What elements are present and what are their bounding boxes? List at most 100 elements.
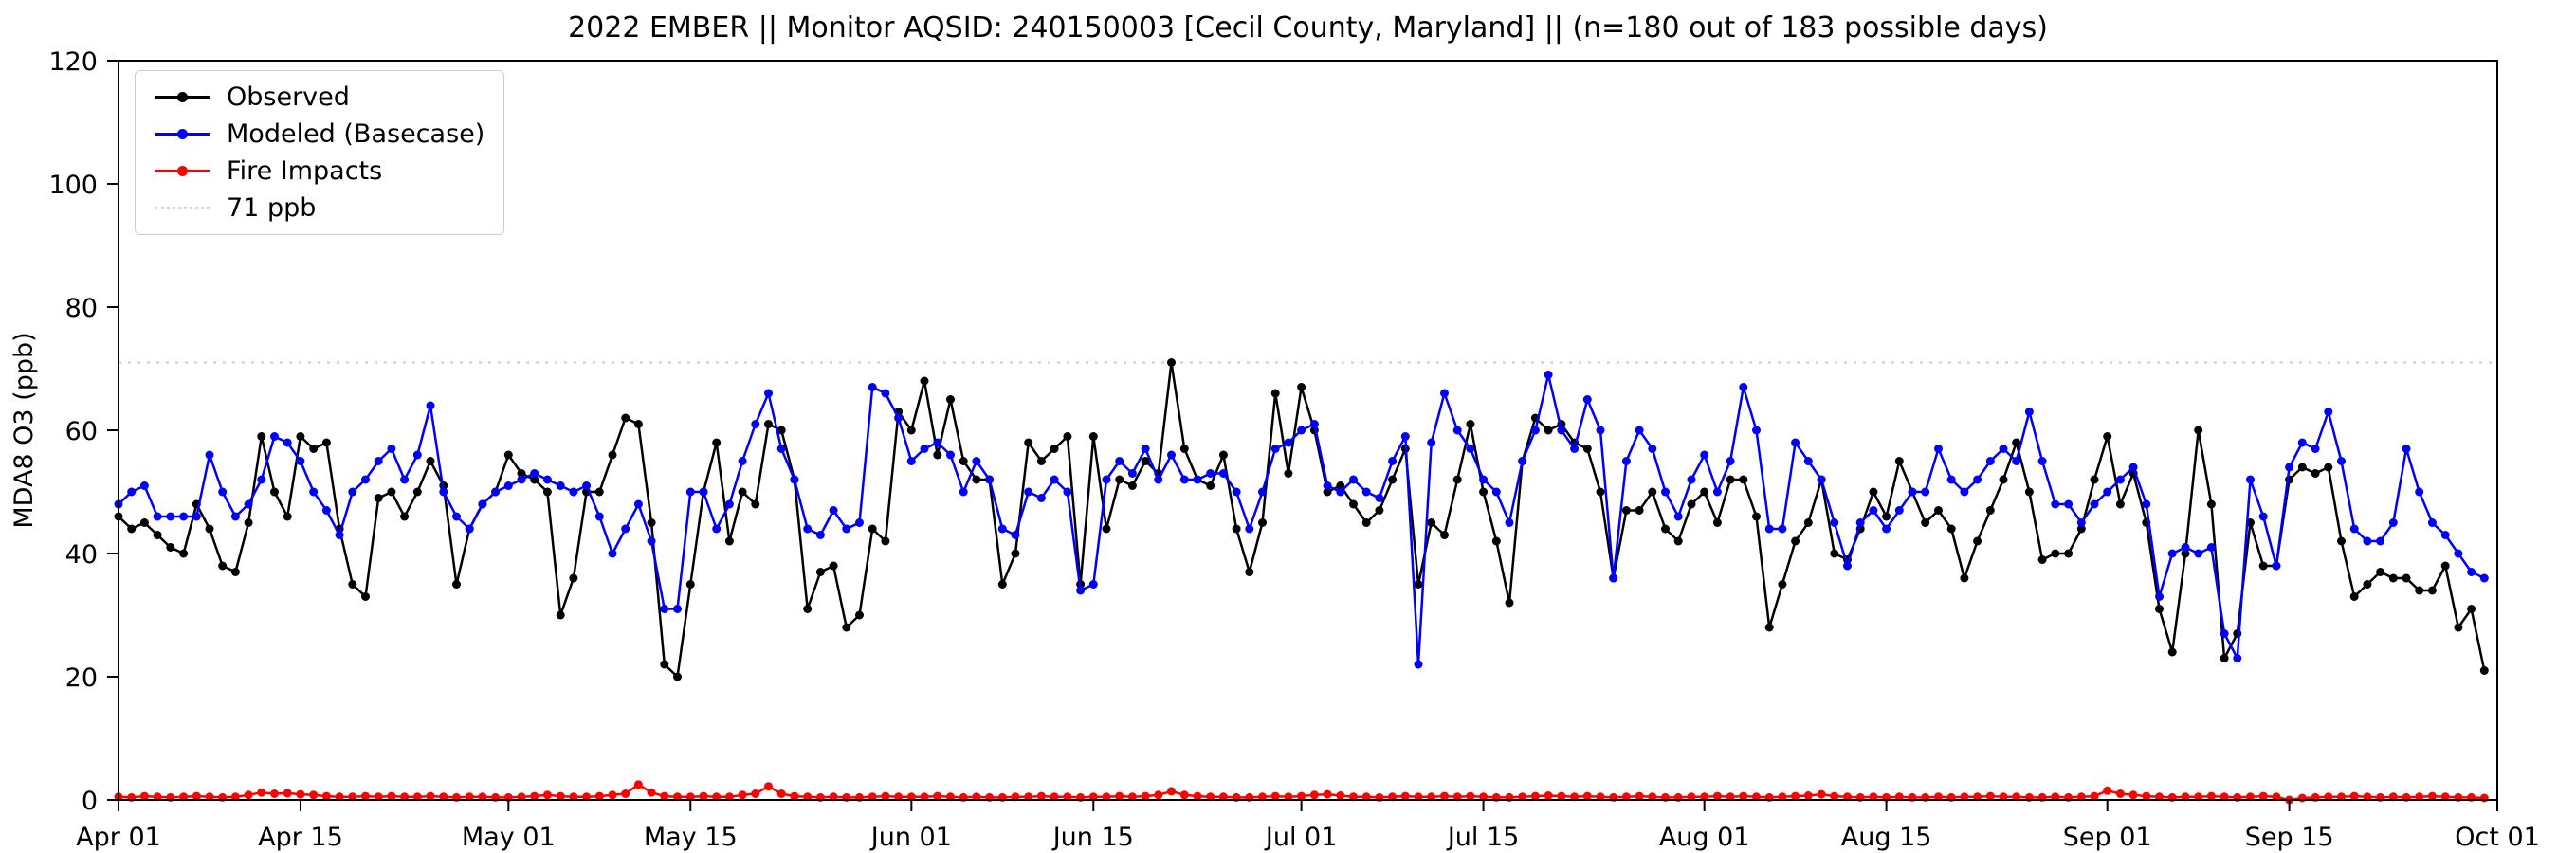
series-marker-modeled-basecase xyxy=(2142,499,2151,509)
series-marker-observed xyxy=(1491,536,1501,546)
series-marker-observed xyxy=(2402,573,2411,583)
series-marker-modeled-basecase xyxy=(855,518,864,527)
series-marker-modeled-basecase xyxy=(2467,568,2476,576)
series-marker-modeled-basecase xyxy=(2037,457,2047,465)
series-marker-observed xyxy=(2076,524,2086,534)
series-marker-observed xyxy=(920,376,929,386)
series-marker-fire-impacts xyxy=(1154,790,1163,800)
series-marker-modeled-basecase xyxy=(1635,426,1644,435)
legend-marker-dot xyxy=(177,128,188,139)
series-marker-modeled-basecase xyxy=(959,487,968,497)
series-marker-modeled-basecase xyxy=(2454,549,2463,558)
series-marker-observed xyxy=(530,475,539,484)
x-tick-label: Jul 01 xyxy=(1264,823,1338,852)
series-marker-fire-impacts xyxy=(933,791,942,801)
series-marker-modeled-basecase xyxy=(1700,450,1709,460)
series-marker-fire-impacts xyxy=(426,791,435,801)
series-marker-fire-impacts xyxy=(2103,786,2112,795)
series-marker-observed xyxy=(139,518,149,527)
series-marker-observed xyxy=(946,395,955,404)
series-marker-observed xyxy=(1232,524,1241,534)
series-marker-modeled-basecase xyxy=(2297,438,2307,447)
series-marker-observed xyxy=(517,469,526,478)
series-marker-modeled-basecase xyxy=(503,481,513,490)
series-marker-fire-impacts xyxy=(1739,791,1748,801)
series-marker-fire-impacts xyxy=(608,790,617,800)
series-marker-observed xyxy=(2037,555,2047,564)
series-marker-modeled-basecase xyxy=(594,512,604,521)
series-marker-modeled-basecase xyxy=(2024,408,2034,416)
series-marker-observed xyxy=(569,573,578,583)
series-marker-modeled-basecase xyxy=(1452,426,1462,435)
series-marker-fire-impacts xyxy=(1712,791,1722,801)
series-marker-observed xyxy=(2427,586,2437,595)
series-marker-modeled-basecase xyxy=(321,506,331,515)
series-marker-observed xyxy=(452,580,461,589)
series-marker-modeled-basecase xyxy=(270,432,279,441)
series-marker-modeled-basecase xyxy=(166,512,175,521)
series-marker-fire-impacts xyxy=(660,791,669,801)
series-marker-modeled-basecase xyxy=(1582,395,1592,404)
series-marker-modeled-basecase xyxy=(2258,512,2268,521)
x-tick-label: Jun 15 xyxy=(1051,823,1134,852)
series-marker-modeled-basecase xyxy=(1648,445,1657,453)
series-marker-modeled-basecase xyxy=(1102,475,1111,484)
series-marker-observed xyxy=(972,475,981,484)
series-marker-modeled-basecase xyxy=(1036,494,1046,502)
x-tick-label: Sep 15 xyxy=(2245,823,2334,852)
series-marker-observed xyxy=(542,487,552,497)
series-marker-observed xyxy=(1673,536,1683,546)
series-marker-observed xyxy=(1050,445,1059,453)
series-marker-fire-impacts xyxy=(321,791,331,801)
series-marker-fire-impacts xyxy=(764,782,773,791)
series-marker-observed xyxy=(2115,499,2125,509)
series-marker-observed xyxy=(1361,518,1371,527)
series-marker-modeled-basecase xyxy=(1088,580,1098,589)
series-marker-modeled-basecase xyxy=(1621,457,1631,465)
series-marker-observed xyxy=(2155,605,2164,613)
series-marker-modeled-basecase xyxy=(2115,475,2125,484)
series-marker-observed xyxy=(1323,487,1332,497)
series-marker-fire-impacts xyxy=(647,788,656,797)
series-marker-observed xyxy=(426,457,435,465)
series-marker-fire-impacts xyxy=(2115,789,2125,798)
series-marker-modeled-basecase xyxy=(127,487,137,497)
series-marker-observed xyxy=(829,561,838,571)
series-marker-modeled-basecase xyxy=(1817,475,1826,484)
x-tick-label: Jul 15 xyxy=(1446,823,1520,852)
series-marker-modeled-basecase xyxy=(192,512,201,521)
series-marker-observed xyxy=(361,592,370,601)
series-marker-modeled-basecase xyxy=(2233,654,2242,662)
series-marker-modeled-basecase xyxy=(218,487,228,497)
series-marker-modeled-basecase xyxy=(1440,389,1449,398)
series-marker-modeled-basecase xyxy=(1270,445,1280,453)
series-marker-modeled-basecase xyxy=(2427,518,2437,527)
series-marker-observed xyxy=(1726,475,1735,484)
series-marker-fire-impacts xyxy=(2297,793,2307,803)
series-marker-observed xyxy=(933,450,942,460)
legend-marker-dot xyxy=(177,165,188,176)
series-marker-modeled-basecase xyxy=(1778,524,1787,534)
series-marker-modeled-basecase xyxy=(257,475,266,484)
series-marker-observed xyxy=(594,487,604,497)
series-marker-fire-impacts xyxy=(621,789,630,798)
series-marker-fire-impacts xyxy=(1193,791,1202,801)
legend-label: Fire Impacts xyxy=(227,156,383,186)
series-marker-modeled-basecase xyxy=(906,457,916,465)
series-marker-observed xyxy=(633,420,643,428)
series-marker-modeled-basecase xyxy=(815,531,825,539)
series-marker-modeled-basecase xyxy=(842,524,851,534)
series-marker-modeled-basecase xyxy=(1466,445,1475,453)
series-marker-observed xyxy=(218,561,228,571)
series-marker-fire-impacts xyxy=(738,790,747,800)
series-marker-modeled-basecase xyxy=(2415,487,2424,497)
series-marker-fire-impacts xyxy=(2090,791,2099,801)
series-marker-modeled-basecase xyxy=(751,420,760,428)
series-marker-modeled-basecase xyxy=(1544,371,1553,379)
series-marker-modeled-basecase xyxy=(673,605,682,613)
series-marker-observed xyxy=(2363,580,2372,589)
series-marker-observed xyxy=(2349,592,2359,601)
series-marker-modeled-basecase xyxy=(1764,524,1774,534)
series-marker-observed xyxy=(1946,524,1956,534)
series-marker-modeled-basecase xyxy=(2272,561,2281,571)
